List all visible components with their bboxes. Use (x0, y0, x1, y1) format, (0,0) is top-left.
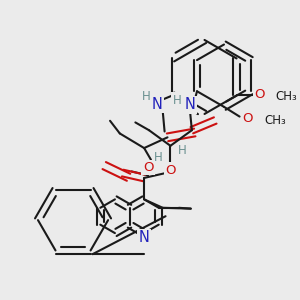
Text: O: O (165, 164, 176, 177)
Text: H: H (154, 151, 163, 164)
Text: H: H (173, 94, 182, 106)
Text: CH₃: CH₃ (264, 114, 286, 127)
Text: O: O (255, 88, 265, 101)
Text: O: O (143, 161, 153, 174)
Text: N: N (139, 230, 150, 245)
Text: N: N (184, 98, 195, 112)
Text: H: H (142, 90, 151, 103)
Text: H: H (178, 144, 187, 157)
Text: N: N (152, 97, 162, 112)
Text: CH₃: CH₃ (275, 90, 297, 103)
Text: O: O (242, 112, 253, 125)
